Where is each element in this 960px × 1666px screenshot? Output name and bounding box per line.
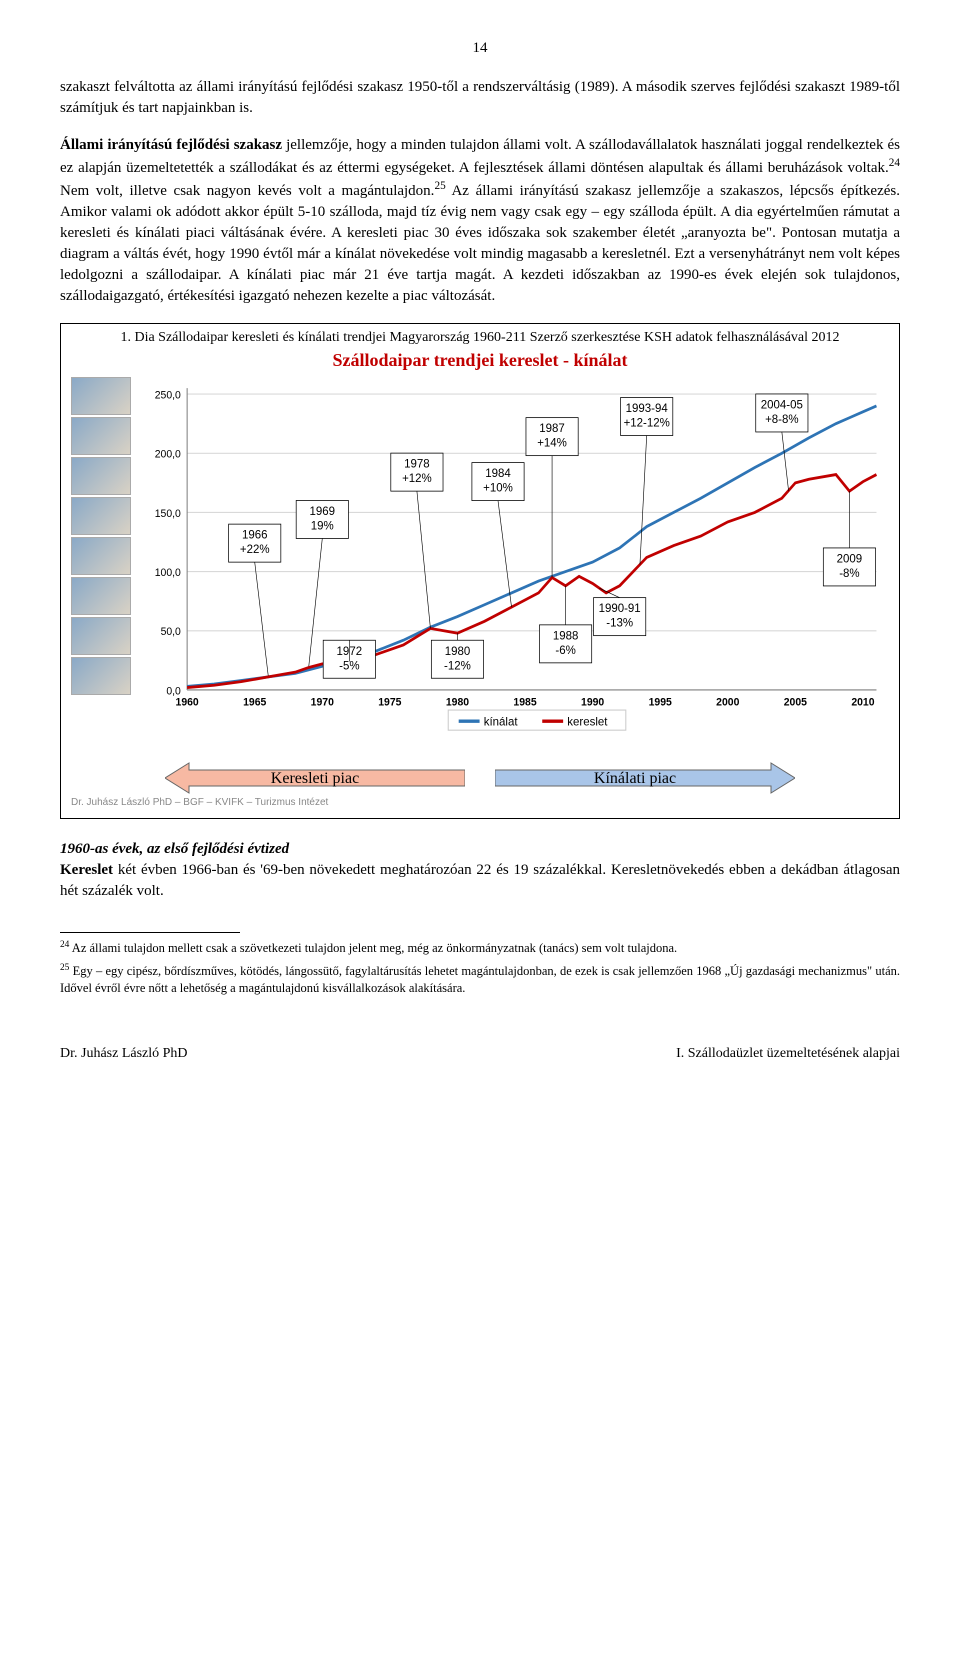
- svg-text:1975: 1975: [378, 696, 401, 708]
- page-number: 14: [60, 40, 900, 57]
- chart-title: Szállodaipar trendjei kereslet - kínálat: [71, 350, 889, 371]
- fn24-text: Az állami tulajdon mellett csak a szövet…: [69, 941, 677, 955]
- section-1960s: 1960-as évek, az első fejlődési évtized …: [60, 839, 900, 902]
- thumb: [71, 457, 131, 495]
- figure-1: 1. Dia Szállodaipar keresleti és kínálat…: [60, 323, 900, 819]
- svg-text:1995: 1995: [649, 696, 672, 708]
- market-arrows: Keresleti piac Kínálati piac: [71, 761, 889, 795]
- svg-text:1993-94: 1993-94: [626, 401, 668, 415]
- svg-text:150,0: 150,0: [155, 508, 181, 520]
- svg-text:+22%: +22%: [240, 542, 270, 556]
- fn25-text: Egy – egy cipész, bőrdíszműves, kötödés,…: [60, 965, 900, 995]
- supply-arrow-label: Kínálati piac: [594, 770, 676, 787]
- svg-text:1978: 1978: [404, 456, 430, 470]
- svg-text:+12%: +12%: [402, 471, 432, 485]
- thumb: [71, 537, 131, 575]
- svg-text:100,0: 100,0: [155, 567, 181, 579]
- svg-text:1980: 1980: [445, 643, 471, 657]
- fn25-num: 25: [60, 963, 69, 973]
- svg-text:+8-8%: +8-8%: [765, 412, 799, 426]
- page-footer: Dr. Juhász László PhD I. Szállodaüzlet ü…: [60, 1046, 900, 1062]
- p2-b: Nem volt, illetve csak nagyon kevés volt…: [60, 183, 434, 199]
- svg-text:2009: 2009: [837, 551, 863, 565]
- p4-rest: két évben 1966-ban és '69-ben növekedett…: [60, 862, 900, 899]
- footnote-24: 24 Az állami tulajdon mellett csak a szö…: [60, 939, 900, 956]
- thumb: [71, 497, 131, 535]
- p2-lead: Állami irányítású fejlődési szakasz: [60, 137, 282, 153]
- figure-caption: 1. Dia Szállodaipar keresleti és kínálat…: [71, 330, 889, 346]
- thumb: [71, 657, 131, 695]
- svg-text:1984: 1984: [485, 466, 511, 480]
- svg-text:1965: 1965: [243, 696, 266, 708]
- p4-lead: Kereslet: [60, 862, 113, 878]
- svg-text:1985: 1985: [513, 696, 536, 708]
- svg-text:2010: 2010: [851, 696, 874, 708]
- svg-text:1990-91: 1990-91: [599, 601, 641, 615]
- chart-credit: Dr. Juhász László PhD – BGF – KVIFK – Tu…: [71, 797, 889, 808]
- svg-text:1988: 1988: [553, 628, 579, 642]
- thumbnail-strip: [71, 377, 131, 757]
- svg-text:50,0: 50,0: [161, 626, 181, 638]
- svg-text:2000: 2000: [716, 696, 739, 708]
- svg-text:+14%: +14%: [537, 435, 567, 449]
- svg-text:1990: 1990: [581, 696, 604, 708]
- thumb: [71, 377, 131, 415]
- svg-text:250,0: 250,0: [155, 389, 181, 401]
- svg-text:1980: 1980: [446, 696, 469, 708]
- paragraph-1: szakaszt felváltotta az állami irányítás…: [60, 77, 900, 119]
- supply-arrow: Kínálati piac: [495, 761, 795, 795]
- svg-text:1960: 1960: [176, 696, 199, 708]
- svg-text:+10%: +10%: [483, 480, 513, 494]
- svg-text:+12-12%: +12-12%: [624, 415, 671, 429]
- thumb: [71, 417, 131, 455]
- footnote-rule: [60, 932, 240, 933]
- footnote-25: 25 Egy – egy cipész, bőrdíszműves, kötöd…: [60, 962, 900, 996]
- svg-text:-13%: -13%: [606, 615, 633, 629]
- footnote-ref-24: 24: [889, 157, 900, 169]
- svg-text:19%: 19%: [311, 518, 334, 532]
- thumb: [71, 577, 131, 615]
- trend-chart: 0,050,0100,0150,0200,0250,01960196519701…: [137, 377, 889, 757]
- chart-wrap: 0,050,0100,0150,0200,0250,01960196519701…: [71, 377, 889, 757]
- footer-right: I. Szállodaüzlet üzemeltetésének alapjai: [676, 1046, 900, 1062]
- footnote-ref-25: 25: [434, 180, 445, 192]
- section-heading: 1960-as évek, az első fejlődési évtized: [60, 841, 289, 857]
- svg-text:200,0: 200,0: [155, 448, 181, 460]
- fn24-num: 24: [60, 940, 69, 950]
- svg-text:-8%: -8%: [839, 566, 860, 580]
- paragraph-2: Állami irányítású fejlődési szakasz jell…: [60, 135, 900, 307]
- demand-arrow: Keresleti piac: [165, 761, 465, 795]
- svg-text:1966: 1966: [242, 527, 268, 541]
- svg-text:kínálat: kínálat: [484, 714, 518, 728]
- svg-text:1970: 1970: [311, 696, 334, 708]
- svg-text:2005: 2005: [784, 696, 807, 708]
- demand-arrow-label: Keresleti piac: [271, 770, 359, 787]
- svg-text:-6%: -6%: [555, 643, 576, 657]
- svg-text:-12%: -12%: [444, 658, 471, 672]
- svg-text:2004-05: 2004-05: [761, 397, 803, 411]
- svg-text:1987: 1987: [539, 421, 565, 435]
- svg-text:kereslet: kereslet: [567, 714, 608, 728]
- footer-left: Dr. Juhász László PhD: [60, 1046, 188, 1062]
- thumb: [71, 617, 131, 655]
- svg-text:1969: 1969: [310, 504, 336, 518]
